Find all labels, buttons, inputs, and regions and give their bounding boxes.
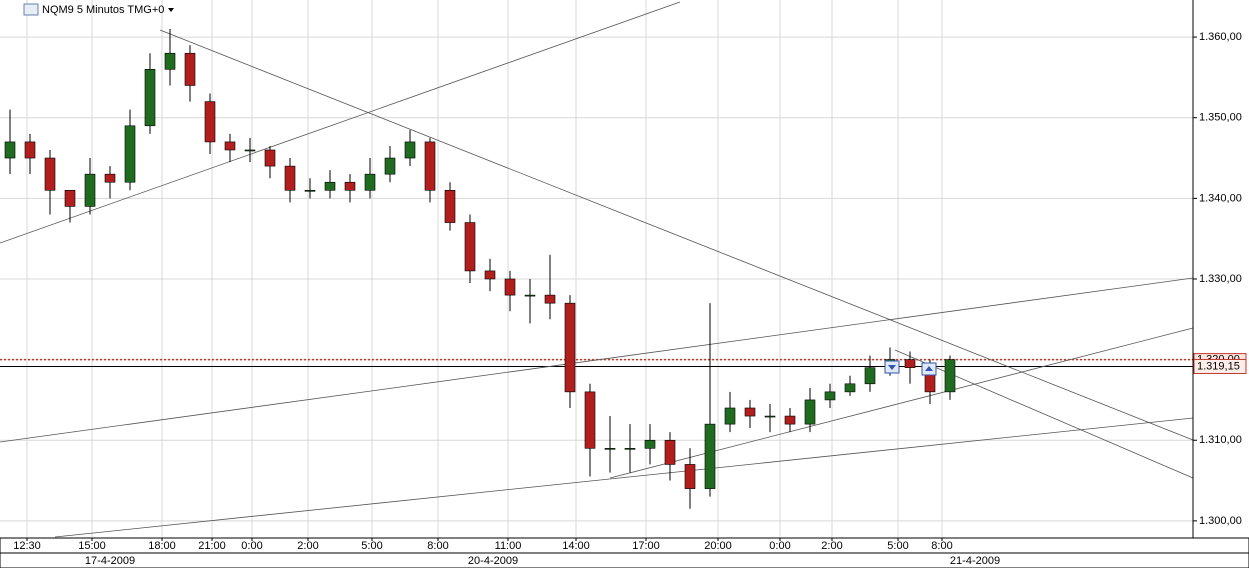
candle-body — [384, 157, 396, 175]
x-tick-label: 14:00 — [562, 540, 590, 552]
candle-body — [364, 173, 376, 191]
x-tick-label: 5:00 — [887, 540, 908, 552]
candle-body — [744, 407, 756, 417]
y-tick-label: 1.330,00 — [1199, 273, 1242, 285]
candle-body — [824, 391, 836, 401]
candle-body — [4, 141, 16, 159]
symbol-icon — [23, 3, 39, 16]
y-tick-label: 1.360,00 — [1199, 31, 1242, 43]
x-tick-label: 0:00 — [241, 540, 262, 552]
candle-body — [64, 189, 76, 207]
price-label-box — [1193, 358, 1247, 374]
order-markers — [884, 360, 937, 376]
trend-line — [0, 1, 681, 244]
candle-body — [564, 302, 576, 393]
x-tick-label: 0:00 — [769, 540, 790, 552]
candle-body — [104, 173, 116, 183]
x-tick-label: 20:00 — [704, 540, 732, 552]
candle-body — [44, 157, 56, 191]
chart-title: NQM9 5 Minutos TMG+0 — [42, 4, 164, 16]
candle-body — [624, 448, 636, 450]
candle-body — [404, 141, 416, 159]
candle-body — [24, 141, 36, 159]
candle-body — [644, 439, 656, 449]
candle-body — [424, 141, 436, 191]
x-tick-label: 18:00 — [148, 540, 176, 552]
y-tick-label: 1.340,00 — [1199, 192, 1242, 204]
candle-body — [84, 173, 96, 207]
candle-body — [584, 391, 596, 449]
trend-line — [0, 277, 1194, 443]
candle-body — [544, 294, 556, 304]
x-tick-label: 17:00 — [632, 540, 660, 552]
candle-body — [484, 270, 496, 280]
y-tick-label: 1.350,00 — [1199, 112, 1242, 124]
candle-body — [244, 149, 256, 152]
trend-lines — [0, 1, 1194, 538]
y-tick-label: 1.300,00 — [1199, 515, 1242, 527]
candle-body — [804, 399, 816, 425]
candle-body — [904, 359, 916, 368]
candle-body — [504, 278, 516, 296]
candle-body — [604, 448, 616, 450]
date-label: 20-4-2009 — [468, 555, 518, 567]
candle-body — [184, 52, 196, 86]
trend-line — [159, 29, 1194, 441]
candle-body — [764, 415, 776, 418]
candle-body — [344, 181, 356, 191]
candle-body — [164, 52, 176, 70]
candle-body — [844, 383, 856, 393]
axis-layer: 1.300,001.310,001.320,001.330,001.340,00… — [13, 31, 1247, 567]
candle-body — [684, 464, 696, 489]
x-tick-label: 21:00 — [198, 540, 226, 552]
candle-body — [264, 149, 276, 167]
candle-body — [664, 439, 676, 465]
candle-body — [524, 294, 536, 297]
candle-body — [204, 101, 216, 143]
x-tick-label: 5:00 — [361, 540, 382, 552]
candle-body — [944, 359, 956, 393]
candle-body — [704, 423, 716, 489]
date-label: 21-4-2009 — [950, 555, 1000, 567]
trend-line — [54, 417, 1194, 538]
x-tick-label: 15:00 — [78, 540, 106, 552]
candle-body — [464, 222, 476, 272]
y-axis-panel — [1193, 0, 1249, 538]
x-tick-label: 12:30 — [13, 540, 41, 552]
x-tick-label: 8:00 — [427, 540, 448, 552]
marker-icon — [888, 365, 896, 370]
candle-body — [124, 125, 136, 183]
candles — [4, 29, 956, 509]
x-tick-label: 2:00 — [821, 540, 842, 552]
candle-body — [224, 141, 236, 151]
x-tick-label: 8:00 — [931, 540, 952, 552]
candle-body — [724, 407, 736, 425]
y-tick-label: 1.310,00 — [1199, 434, 1242, 446]
candle-body — [784, 415, 796, 425]
candle-body — [144, 69, 156, 127]
x-tick-label: 2:00 — [297, 540, 318, 552]
candle-body — [304, 189, 316, 192]
marker-icon — [925, 366, 933, 371]
date-label: 17-4-2009 — [85, 555, 135, 567]
x-tick-label: 11:00 — [495, 540, 522, 552]
candle-body — [324, 181, 336, 191]
trend-line — [894, 349, 1194, 479]
candle-body — [284, 165, 296, 191]
candle-body — [444, 189, 456, 223]
candle-body — [864, 367, 876, 385]
price-label: 1.319,15 — [1197, 360, 1240, 372]
dropdown-arrow[interactable] — [168, 8, 174, 12]
